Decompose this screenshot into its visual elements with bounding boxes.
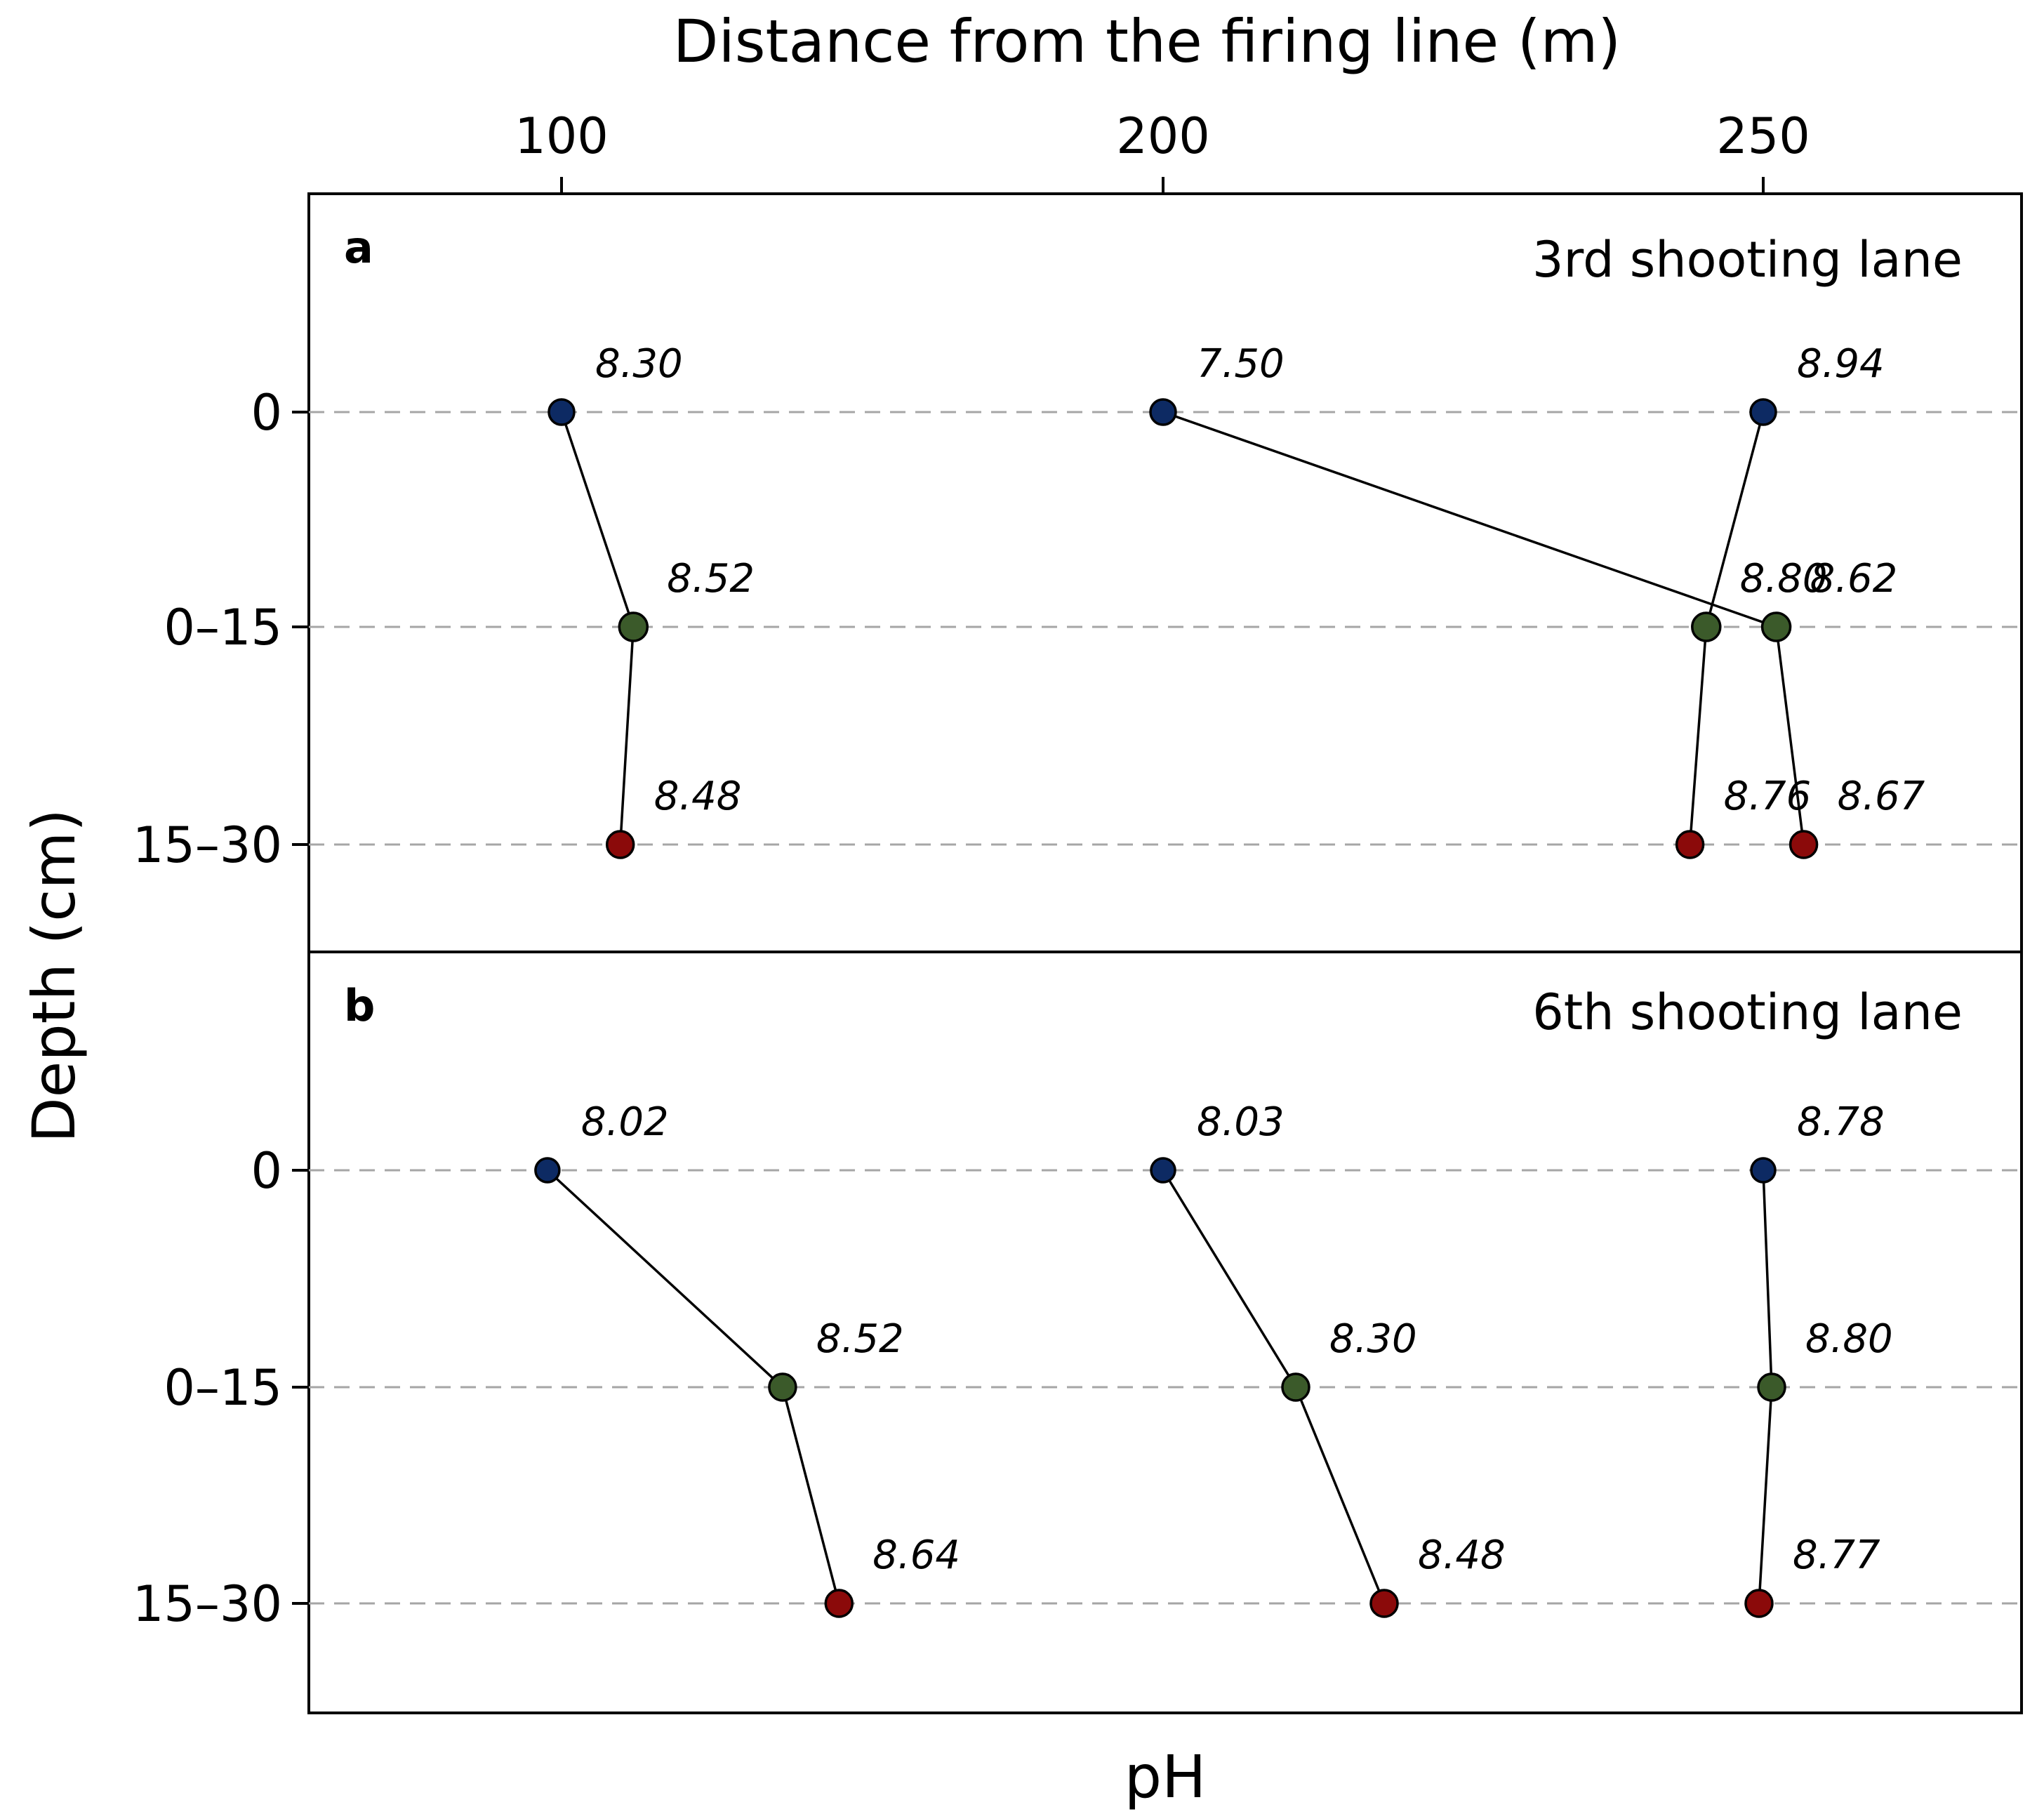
data-label-b-100-15-30: 8.64 [872, 1532, 960, 1578]
data-label-a-100-0-15: 8.52 [667, 556, 755, 602]
data-label-a-100-15-30: 8.48 [654, 774, 742, 819]
data-label-b-200-0-15: 8.30 [1329, 1316, 1417, 1362]
data-label-a-200-0-15: 8.62 [1810, 556, 1898, 602]
panel-frames [307, 192, 2023, 1714]
data-label-b-250-0-15: 8.80 [1805, 1316, 1893, 1362]
y-tick-label-a-15-30: 15–30 [133, 816, 282, 874]
panel-frame-b [307, 951, 2023, 1714]
marker-b-250-0-15 [1757, 1372, 1786, 1402]
marker-b-100-15-30 [824, 1589, 854, 1618]
top-axis-title: Distance from the firing line (m) [673, 7, 1621, 76]
marker-b-200-0 [1150, 1157, 1176, 1184]
x-tick-label-100: 100 [515, 107, 609, 165]
x-tick-label-250: 250 [1716, 107, 1810, 165]
marker-a-100-0-15 [618, 611, 649, 642]
marker-a-250-0-15 [1691, 611, 1722, 642]
y-tick-label-b-15-30: 15–30 [133, 1575, 282, 1633]
marker-a-100-0 [548, 398, 576, 426]
y-tick-label-a-0: 0 [251, 384, 282, 442]
y-tick-label-b-0-15: 0–15 [164, 1359, 282, 1417]
data-label-a-100-0: 8.30 [595, 341, 683, 387]
panel-title-b: 6th shooting lane [1532, 984, 1963, 1041]
panel-title-a: 3rd shooting lane [1532, 231, 1963, 289]
data-label-a-250-0: 8.94 [1797, 341, 1885, 387]
x-axis-title: pH [1124, 1742, 1206, 1811]
marker-a-250-15-30 [1675, 830, 1705, 859]
marker-a-100-15-30 [605, 830, 635, 859]
data-label-a-200-15-30: 8.67 [1838, 774, 1925, 819]
marker-b-200-15-30 [1369, 1589, 1399, 1618]
data-label-b-100-0-15: 8.52 [816, 1316, 904, 1362]
data-label-a-250-0-15: 8.80 [1740, 556, 1828, 602]
marker-a-200-0-15 [1760, 611, 1792, 642]
y-tick-label-a-0-15: 0–15 [164, 599, 282, 656]
y-axis-title: Depth (cm) [20, 809, 88, 1143]
axis-ticks [292, 177, 1765, 1605]
marker-b-250-0 [1750, 1157, 1777, 1184]
data-label-b-200-15-30: 8.48 [1418, 1532, 1506, 1578]
data-label-b-250-15-30: 8.77 [1793, 1532, 1880, 1578]
marker-b-100-0 [534, 1157, 561, 1184]
data-label-a-250-15-30: 8.76 [1724, 774, 1812, 819]
marker-a-250-0 [1749, 398, 1777, 426]
marker-a-200-0 [1149, 398, 1177, 426]
data-label-a-200-0: 7.50 [1197, 341, 1285, 387]
ph-markers [534, 398, 1819, 1618]
depth-gridlines [309, 411, 2022, 1605]
marker-a-200-15-30 [1788, 830, 1819, 859]
chart-text: 100 200 250 Distance from the firing line (… [20, 7, 1963, 1811]
data-label-b-100-0: 8.02 [581, 1099, 669, 1145]
marker-b-200-0-15 [1281, 1372, 1310, 1402]
marker-b-100-0-15 [768, 1372, 797, 1402]
x-tick-label-200: 200 [1116, 107, 1210, 165]
panel-letter-a: a [344, 222, 373, 273]
data-label-b-200-0: 8.03 [1197, 1099, 1285, 1145]
data-label-b-250-0: 8.78 [1797, 1099, 1885, 1145]
panel-letter-b: b [344, 980, 375, 1031]
y-tick-label-b-0: 0 [251, 1142, 282, 1200]
marker-b-250-15-30 [1744, 1589, 1774, 1618]
